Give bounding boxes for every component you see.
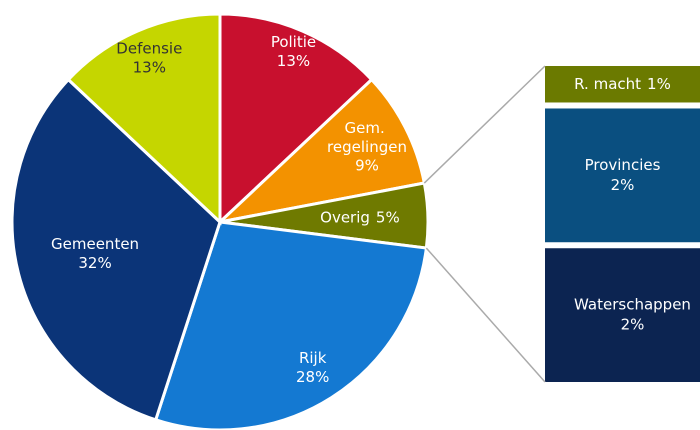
slice-name: Rijk bbox=[299, 349, 327, 367]
slice-name: Gemeenten bbox=[51, 235, 139, 253]
slice-name: Gem. regelingen bbox=[327, 119, 407, 156]
bar-segment bbox=[545, 66, 700, 103]
slice-value: 28% bbox=[296, 368, 329, 386]
slice-value: 32% bbox=[78, 254, 111, 272]
slice-value: 9% bbox=[355, 157, 379, 175]
pie-slice bbox=[218, 12, 374, 226]
bar-value: 2% bbox=[621, 316, 645, 334]
slice-name: Defensie bbox=[116, 40, 182, 58]
bar-name: R. macht bbox=[574, 75, 641, 93]
connector bbox=[423, 65, 546, 184]
pie-slice bbox=[215, 77, 427, 225]
connector bbox=[425, 247, 546, 383]
slice-label: Overig 5% bbox=[320, 208, 400, 226]
bar-value: 1% bbox=[647, 75, 671, 93]
slice-value: 13% bbox=[133, 59, 166, 77]
slice-value: 13% bbox=[277, 52, 310, 70]
slice-name: Politie bbox=[271, 33, 316, 51]
bar-value: 2% bbox=[611, 176, 635, 194]
bar-segment bbox=[545, 248, 700, 382]
slice-name: Overig bbox=[320, 208, 370, 226]
pie-slice bbox=[153, 220, 429, 430]
pie-slice bbox=[10, 77, 222, 422]
bar-name: Waterschappen bbox=[574, 296, 691, 314]
slice-value: 5% bbox=[376, 208, 400, 226]
bar-name: Provincies bbox=[585, 156, 661, 174]
bar-label: R. macht 1% bbox=[574, 75, 671, 93]
bar-segment bbox=[545, 108, 700, 243]
pie-slice bbox=[66, 12, 222, 226]
